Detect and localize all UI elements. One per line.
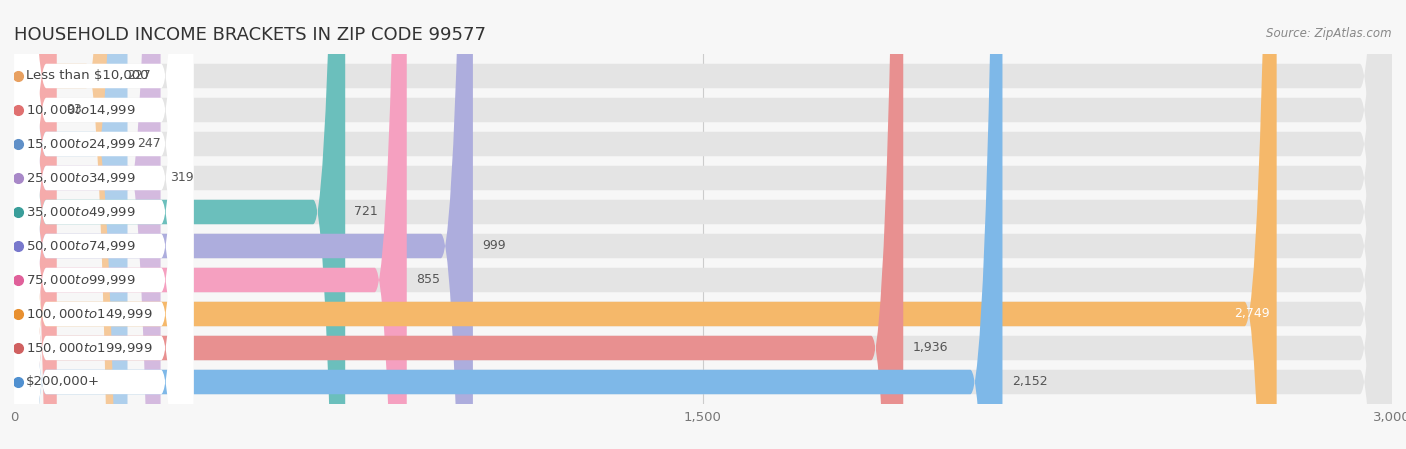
FancyBboxPatch shape [14,0,193,449]
Text: $100,000 to $149,999: $100,000 to $149,999 [25,307,152,321]
FancyBboxPatch shape [14,0,1392,449]
FancyBboxPatch shape [14,0,1277,449]
Text: $200,000+: $200,000+ [25,375,100,388]
Text: $25,000 to $34,999: $25,000 to $34,999 [25,171,135,185]
FancyBboxPatch shape [14,0,193,449]
Text: 247: 247 [136,137,160,150]
FancyBboxPatch shape [14,0,193,449]
FancyBboxPatch shape [14,0,193,449]
FancyBboxPatch shape [14,0,406,449]
Text: $50,000 to $74,999: $50,000 to $74,999 [25,239,135,253]
FancyBboxPatch shape [14,0,193,449]
Text: $10,000 to $14,999: $10,000 to $14,999 [25,103,135,117]
Text: 721: 721 [354,206,378,219]
FancyBboxPatch shape [14,0,1392,449]
FancyBboxPatch shape [14,0,118,449]
Text: Source: ZipAtlas.com: Source: ZipAtlas.com [1267,27,1392,40]
FancyBboxPatch shape [14,0,472,449]
FancyBboxPatch shape [14,0,1002,449]
Text: 319: 319 [170,172,194,185]
FancyBboxPatch shape [14,0,1392,449]
Text: $15,000 to $24,999: $15,000 to $24,999 [25,137,135,151]
FancyBboxPatch shape [14,0,1392,449]
Text: 2,152: 2,152 [1012,375,1047,388]
FancyBboxPatch shape [14,0,1392,449]
FancyBboxPatch shape [14,0,193,449]
FancyBboxPatch shape [14,0,193,449]
FancyBboxPatch shape [14,0,1392,449]
Text: 855: 855 [416,273,440,286]
Text: 999: 999 [482,239,506,252]
FancyBboxPatch shape [14,0,1392,449]
FancyBboxPatch shape [14,0,193,449]
FancyBboxPatch shape [14,0,1392,449]
FancyBboxPatch shape [14,0,193,449]
Text: $75,000 to $99,999: $75,000 to $99,999 [25,273,135,287]
FancyBboxPatch shape [14,0,903,449]
FancyBboxPatch shape [14,0,56,449]
FancyBboxPatch shape [14,0,1392,449]
Text: Less than $10,000: Less than $10,000 [25,70,148,83]
Text: 2,749: 2,749 [1234,308,1270,321]
FancyBboxPatch shape [14,0,193,449]
Text: 93: 93 [66,103,82,116]
Text: 227: 227 [128,70,152,83]
Text: 1,936: 1,936 [912,342,948,355]
FancyBboxPatch shape [14,0,346,449]
Text: $150,000 to $199,999: $150,000 to $199,999 [25,341,152,355]
FancyBboxPatch shape [14,0,128,449]
FancyBboxPatch shape [14,0,160,449]
FancyBboxPatch shape [14,0,1392,449]
Text: $35,000 to $49,999: $35,000 to $49,999 [25,205,135,219]
Text: HOUSEHOLD INCOME BRACKETS IN ZIP CODE 99577: HOUSEHOLD INCOME BRACKETS IN ZIP CODE 99… [14,26,486,44]
